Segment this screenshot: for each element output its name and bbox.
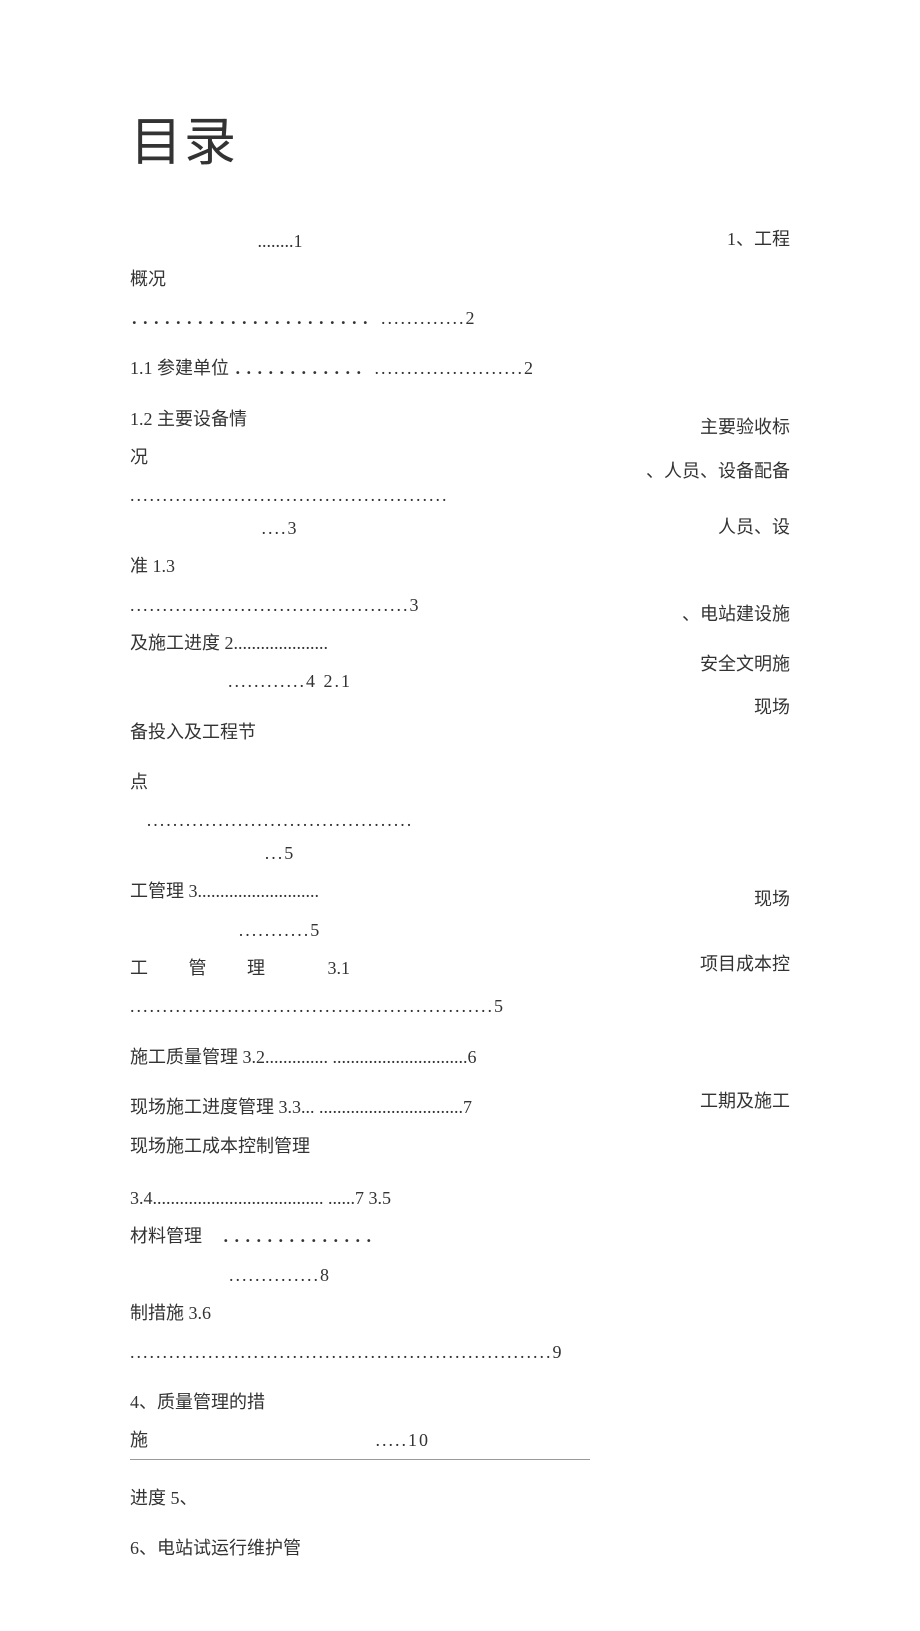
toc-line: ..............8 (130, 1259, 430, 1291)
toc-text: 准 1.3 (130, 556, 175, 576)
toc-line: ...........5 (130, 914, 430, 946)
toc-line: 材料管理 ．．．．．．．．．．．．．． (130, 1220, 590, 1252)
toc-line: 进度 5、 (130, 1482, 590, 1514)
toc-text: 1.1 参建单位 (130, 358, 229, 378)
toc-dots: ．．．．．．．．．．．．．．．．．．．．．．.............2 (130, 308, 477, 328)
right-annotation: 、电站建设施 (682, 600, 790, 626)
toc-line: 3.4.....................................… (130, 1182, 590, 1214)
right-annotation: 安全文明施 (700, 650, 790, 676)
toc-dots: ........................................… (130, 595, 421, 615)
toc-line: ........................................… (130, 589, 590, 621)
toc-text: 现场施工成本控制管理 (130, 1136, 310, 1156)
right-annotation: 1、工程 (727, 225, 790, 251)
toc-text: 工管理 3........................... (130, 881, 319, 901)
toc-dots: ........................................… (130, 485, 449, 537)
toc-text: 材料管理 (130, 1226, 202, 1246)
toc-line: ........................................… (130, 804, 430, 869)
toc-dots: ............4 2.1 (228, 671, 352, 691)
toc-text: 3.4.....................................… (130, 1188, 391, 1208)
toc-line: 1.1 参建单位 ．．．．．．．．．．．．...................… (130, 352, 590, 384)
toc-line: 1.2 主要设备情 (130, 403, 590, 435)
right-annotation: 人员、设 (718, 513, 790, 539)
page-title: 目录 (130, 100, 790, 175)
toc-text: 施 (130, 1430, 148, 1450)
right-annotation: 工期及施工 (700, 1087, 790, 1113)
toc-line: 点 (130, 766, 590, 798)
right-annotation: 、人员、设备配备 (646, 457, 790, 483)
toc-line: 准 1.3 (130, 550, 590, 582)
toc-line: 施工质量管理 3.2.............. ...............… (130, 1041, 590, 1073)
toc-text: 4、质量管理的措 (130, 1392, 265, 1412)
toc-line: ........1 (130, 225, 430, 257)
toc-dots: ．．．．．．．．．．．．．． (222, 1226, 385, 1246)
toc-line: ．．．．．．．．．．．．．．．．．．．．．．.............2 (130, 302, 590, 334)
toc-dots: ........................................… (130, 1342, 564, 1362)
right-annotation: 主要验收标 (700, 413, 790, 439)
right-annotation: 现场 (754, 693, 790, 719)
right-annotation: 现场 (754, 885, 790, 911)
toc-line: 6、电站试运行维护管 (130, 1532, 590, 1564)
toc-line: 工 管 理 3.1 (130, 952, 590, 984)
toc-dots: ...........5 (239, 920, 322, 940)
toc-text: 制措施 3.6 (130, 1303, 211, 1323)
toc-dots: ........1 (258, 231, 303, 251)
toc-text: 工 管 理 (130, 958, 283, 978)
toc-text: 进度 5、 (130, 1488, 198, 1508)
toc-line: 及施工进度 2..................... (130, 627, 590, 659)
toc-dots: ..............8 (229, 1265, 331, 1285)
toc-line: 况 (130, 441, 590, 473)
toc-line: 概况 (130, 263, 590, 295)
toc-text: 概况 (130, 269, 166, 289)
toc-text: 6、电站试运行维护管 (130, 1538, 301, 1558)
toc-line: 现场施工进度管理 3.3... ........................… (130, 1091, 590, 1123)
toc-line: 备投入及工程节 (130, 716, 590, 748)
toc-line: ........................................… (130, 1336, 590, 1368)
toc-line: 制措施 3.6 (130, 1297, 590, 1329)
toc-dots: ．．．．．．．．．．．．.......................2 (234, 358, 536, 378)
toc-text: 及施工进度 2..................... (130, 633, 328, 653)
toc-line: 4、质量管理的措 (130, 1386, 590, 1418)
toc-text: 施工质量管理 3.2.............. ...............… (130, 1047, 477, 1067)
toc-text: 3.1 (328, 958, 351, 978)
toc-text: 况 (130, 447, 148, 467)
left-column: ........1 概况 ．．．．．．．．．．．．．．．．．．．．．．.....… (130, 225, 590, 1565)
right-annotation: 项目成本控 (700, 950, 790, 976)
toc-text: 备投入及工程节 (130, 722, 256, 742)
toc-text: 1.2 主要设备情 (130, 409, 247, 429)
toc-dots: ........................................… (147, 810, 414, 862)
toc-line: 工管理 3........................... (130, 875, 590, 907)
toc-text: 点 (130, 772, 148, 792)
toc-line: ........................................… (130, 990, 590, 1022)
toc-line: 施 .....10 (130, 1424, 590, 1459)
toc-line: ............4 2.1 (130, 665, 450, 697)
toc-line: 现场施工成本控制管理 (130, 1130, 590, 1162)
toc-content: ........1 概况 ．．．．．．．．．．．．．．．．．．．．．．.....… (130, 225, 790, 1565)
toc-dots: .....10 (376, 1424, 431, 1456)
toc-text: 现场施工进度管理 3.3... ........................… (130, 1097, 472, 1117)
toc-dots: ........................................… (130, 996, 505, 1016)
toc-line: ........................................… (130, 479, 430, 544)
